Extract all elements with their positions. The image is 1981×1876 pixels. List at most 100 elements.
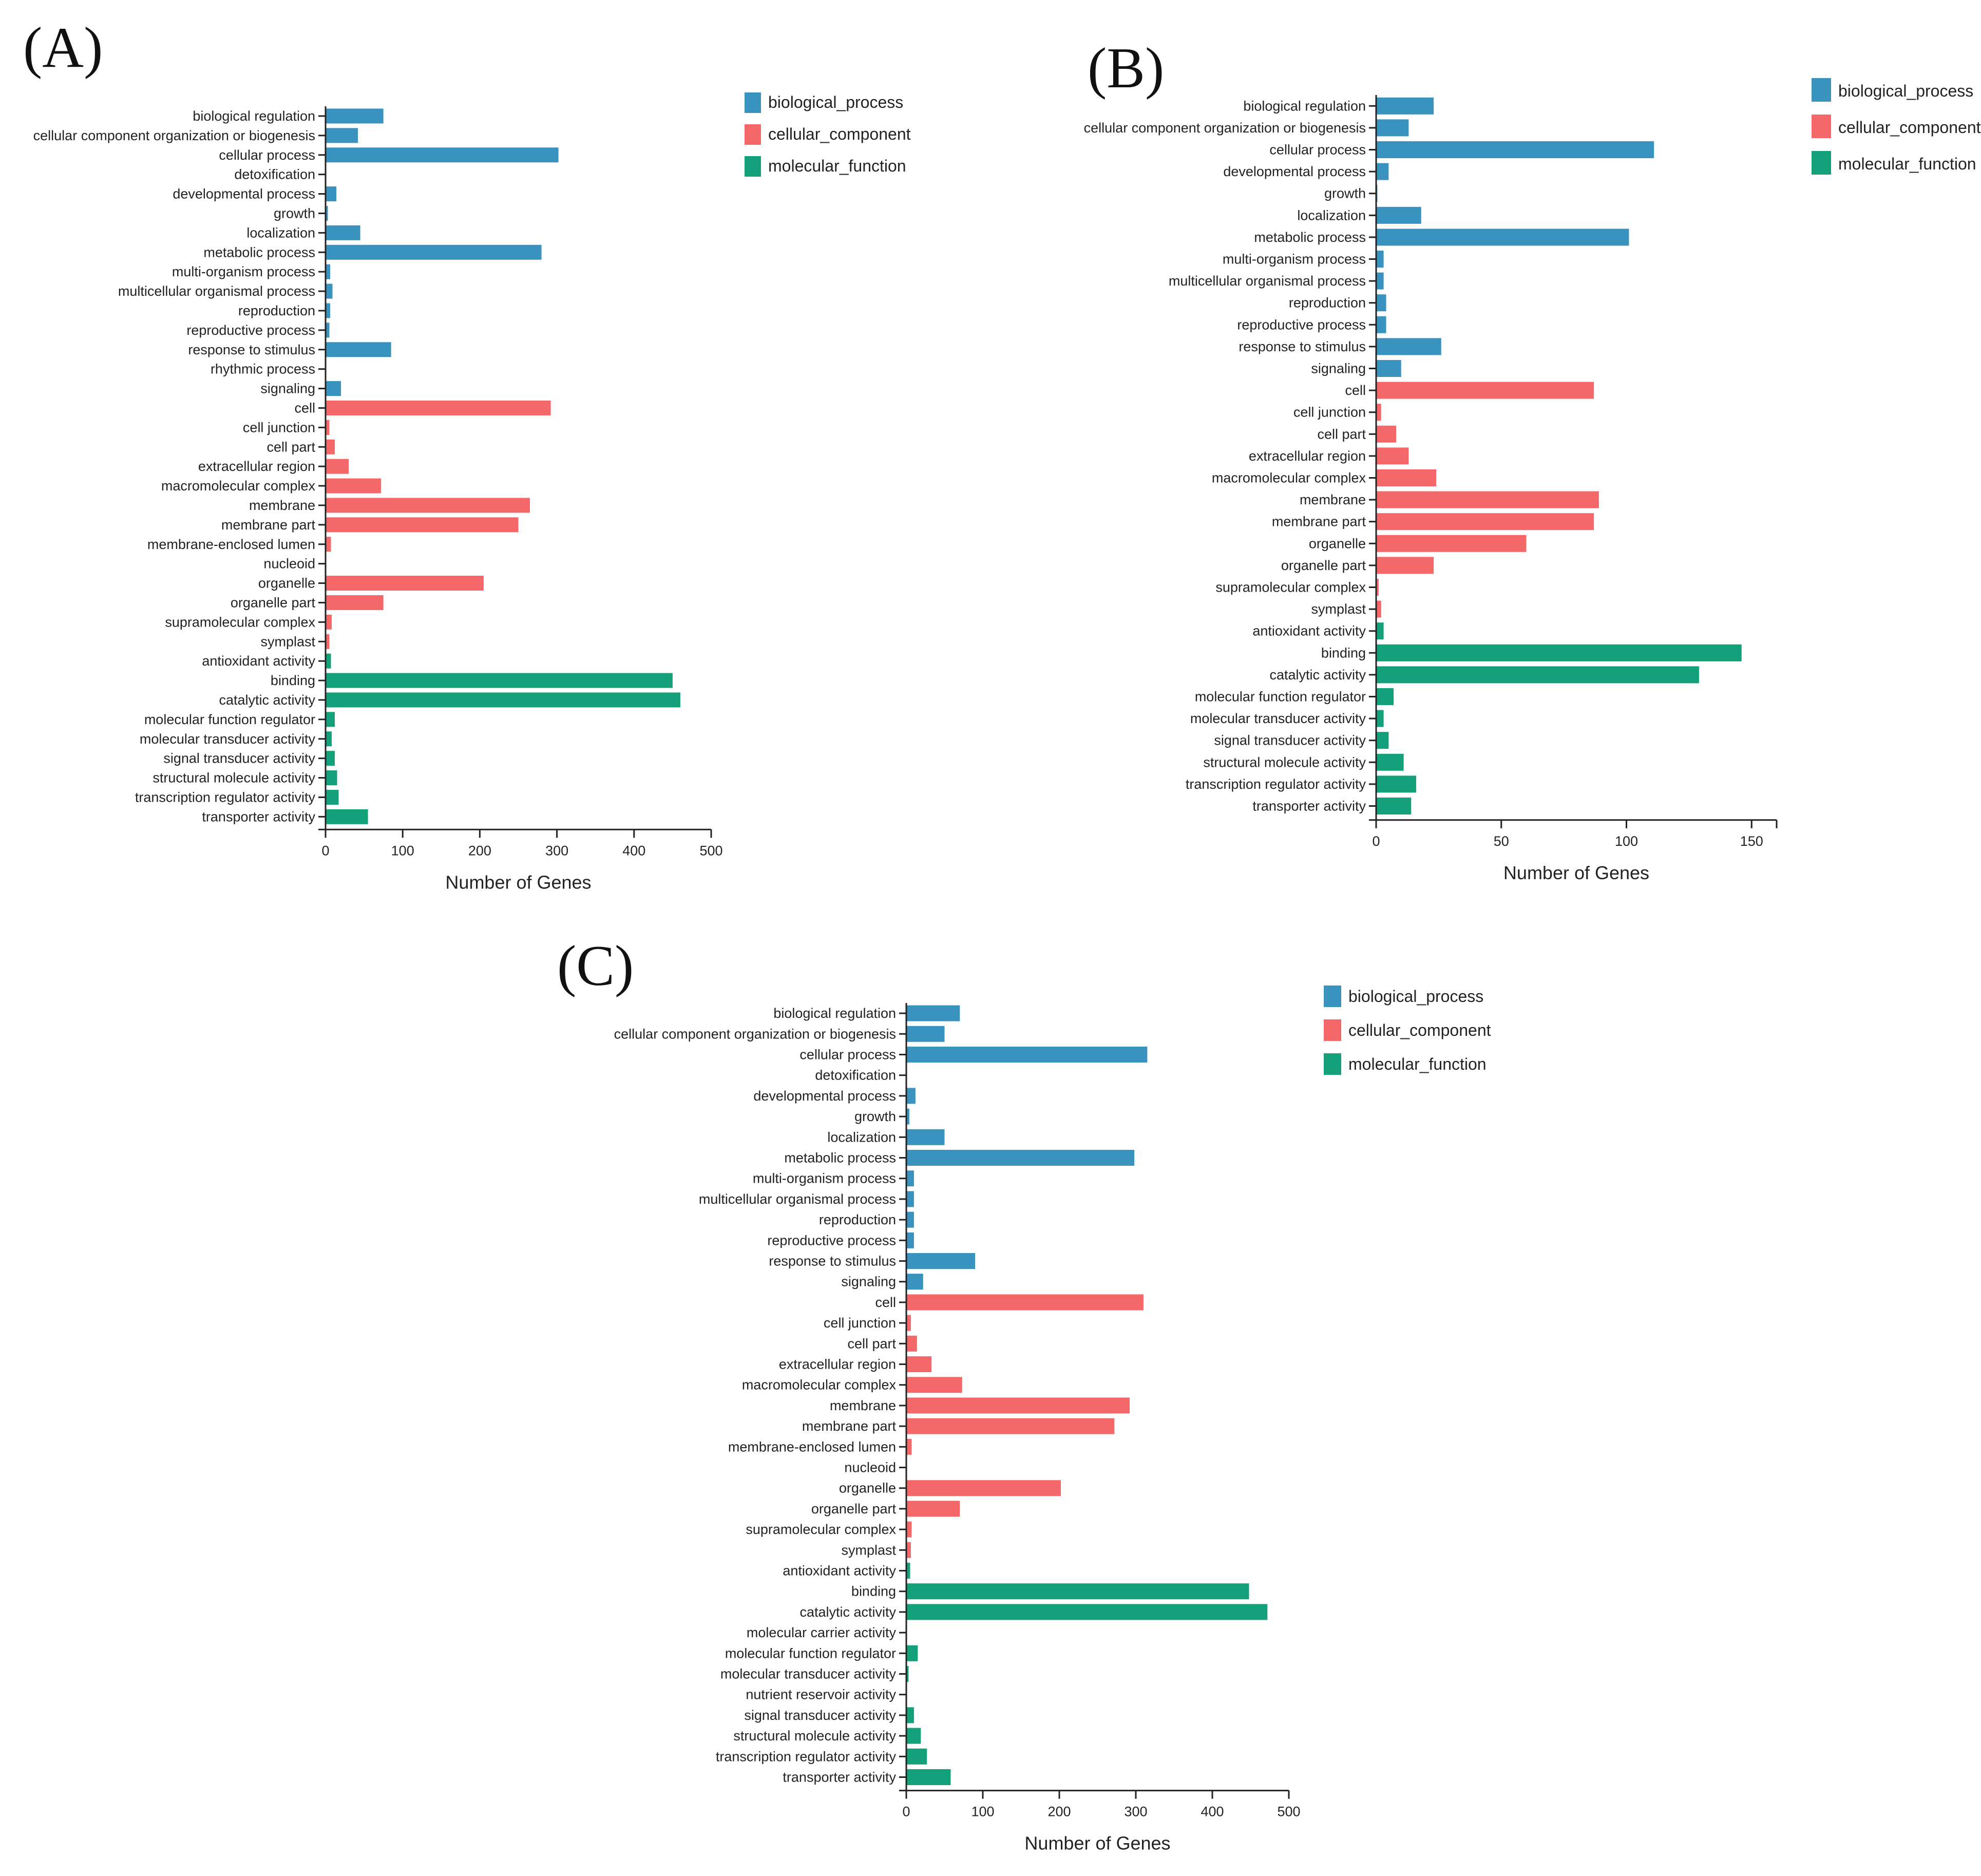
category-label-detoxification: detoxification — [815, 1068, 896, 1083]
category-label-transporter-activity: transporter activity — [202, 809, 315, 824]
legend-label-molecular-function: molecular_function — [1348, 1055, 1487, 1073]
bar-transporter-activity — [326, 809, 368, 824]
bar-signal-transducer-activity — [1376, 732, 1389, 749]
category-label-reproduction: reproduction — [1289, 295, 1366, 311]
bar-structural-molecule-activity — [1376, 753, 1404, 771]
x-tick-label: 200 — [468, 843, 491, 858]
category-label-organelle-part: organelle part — [1281, 558, 1366, 573]
category-label-developmental-process: developmental process — [753, 1088, 896, 1104]
category-label-metabolic-process: metabolic process — [784, 1150, 896, 1166]
category-label-symplast: symplast — [1311, 601, 1366, 617]
category-label-membrane-enclosed-lumen: membrane-enclosed lumen — [728, 1439, 896, 1454]
category-label-macromolecular-complex: macromolecular complex — [1212, 470, 1366, 486]
category-label-macromolecular-complex: macromolecular complex — [742, 1377, 897, 1393]
x-tick-label: 150 — [1740, 833, 1763, 849]
bar-molecular-transducer-activity — [326, 731, 332, 747]
bar-localization — [1376, 206, 1421, 224]
legend-label-cellular-component: cellular_component — [1348, 1021, 1491, 1039]
category-label-localization: localization — [827, 1129, 896, 1145]
category-label-biological-regulation: biological regulation — [1243, 98, 1366, 113]
category-label-membrane-part: membrane part — [221, 517, 316, 533]
bar-reproductive-process — [906, 1232, 914, 1248]
category-label-metabolic-process: metabolic process — [1254, 230, 1366, 245]
category-label-multi-organism-process: multi-organism process — [1223, 252, 1366, 267]
legend-swatch-cellular-component — [745, 124, 761, 145]
x-tick-label: 50 — [1494, 833, 1509, 849]
category-label-molecular-function-regulator: molecular function regulator — [144, 712, 315, 727]
category-label-molecular-transducer-activity: molecular transducer activity — [720, 1666, 897, 1682]
bar-developmental-process — [1376, 163, 1389, 180]
category-label-nucleoid: nucleoid — [263, 556, 315, 572]
bar-organelle — [906, 1480, 1061, 1496]
category-label-molecular-function-regulator: molecular function regulator — [1195, 689, 1366, 705]
bar-extracellular-region — [1376, 447, 1409, 465]
category-label-multicellular-organismal-process: multicellular organismal process — [699, 1191, 896, 1207]
category-label-supramolecular-complex: supramolecular complex — [1215, 580, 1366, 595]
category-label-multicellular-organismal-process: multicellular organismal process — [1169, 273, 1366, 289]
legend-swatch-biological-process — [1324, 986, 1341, 1007]
category-label-biological-regulation: biological regulation — [773, 1006, 896, 1021]
bar-membrane-enclosed-lumen — [326, 537, 331, 552]
bar-reproduction — [326, 303, 331, 318]
category-label-transcription-regulator-activity: transcription regulator activity — [135, 789, 316, 805]
bar-response-to-stimulus — [1376, 338, 1441, 355]
bar-binding — [906, 1583, 1249, 1600]
category-label-detoxification: detoxification — [234, 167, 315, 182]
bar-cell — [906, 1294, 1144, 1311]
bar-symplast — [906, 1542, 911, 1558]
category-label-antioxidant-activity: antioxidant activity — [1252, 623, 1366, 639]
x-tick-label: 100 — [1615, 833, 1638, 849]
category-label-binding: binding — [851, 1584, 896, 1599]
bar-biological-regulation — [326, 108, 384, 124]
x-tick-label: 100 — [391, 843, 414, 858]
bar-organelle-part — [1376, 557, 1434, 574]
legend-label-biological-process: biological_process — [1838, 82, 1973, 100]
bar-transporter-activity — [906, 1769, 951, 1785]
bar-symplast — [326, 634, 330, 649]
bar-multicellular-organismal-process — [1376, 272, 1384, 290]
category-label-signal-transducer-activity: signal transducer activity — [1214, 733, 1366, 748]
bar-cell-part — [1376, 425, 1396, 443]
category-label-cell-junction: cell junction — [243, 420, 315, 435]
bar-biological-regulation — [906, 1005, 960, 1021]
bar-membrane — [326, 498, 530, 513]
category-label-supramolecular-complex: supramolecular complex — [746, 1522, 896, 1537]
category-label-cellular-component-organization-or-biogenesis: cellular component organization or bioge… — [33, 128, 315, 143]
bar-multi-organism-process — [906, 1170, 914, 1187]
category-label-reproductive-process: reproductive process — [1237, 317, 1366, 332]
bar-membrane-part — [1376, 513, 1594, 530]
bar-multi-organism-process — [1376, 251, 1384, 268]
bar-cell-junction — [1376, 404, 1381, 421]
legend-swatch-cellular-component — [1324, 1019, 1341, 1041]
bar-supramolecular-complex — [326, 614, 332, 630]
bar-binding — [326, 673, 673, 688]
category-label-organelle: organelle — [258, 576, 315, 591]
bar-cellular-process — [326, 147, 559, 163]
x-tick-label: 0 — [902, 1804, 910, 1820]
bar-catalytic-activity — [1376, 666, 1699, 684]
bar-localization — [326, 225, 360, 240]
category-label-molecular-transducer-activity: molecular transducer activity — [140, 731, 316, 747]
bar-reproduction — [906, 1211, 914, 1228]
bar-cellular-component-organization-or-biogenesis — [1376, 119, 1409, 137]
category-label-nucleoid: nucleoid — [844, 1460, 896, 1475]
category-label-growth: growth — [1324, 186, 1366, 201]
category-label-extracellular-region: extracellular region — [779, 1357, 896, 1372]
category-label-organelle-part: organelle part — [231, 595, 316, 610]
bar-multi-organism-process — [326, 264, 331, 279]
category-label-signaling: signaling — [841, 1274, 896, 1290]
category-label-membrane: membrane — [249, 498, 315, 513]
x-tick-label: 0 — [321, 843, 329, 858]
bar-transcription-regulator-activity — [326, 789, 339, 805]
bar-molecular-transducer-activity — [906, 1666, 909, 1682]
category-label-multicellular-organismal-process: multicellular organismal process — [118, 283, 315, 299]
bar-signal-transducer-activity — [326, 751, 335, 766]
bar-cell-junction — [906, 1315, 911, 1331]
bar-developmental-process — [906, 1088, 916, 1104]
category-label-membrane-part: membrane part — [1272, 514, 1366, 529]
bar-antioxidant-activity — [906, 1563, 910, 1579]
category-label-developmental-process: developmental process — [173, 186, 315, 202]
category-label-transporter-activity: transporter activity — [1252, 799, 1366, 814]
bar-macromolecular-complex — [1376, 469, 1436, 486]
